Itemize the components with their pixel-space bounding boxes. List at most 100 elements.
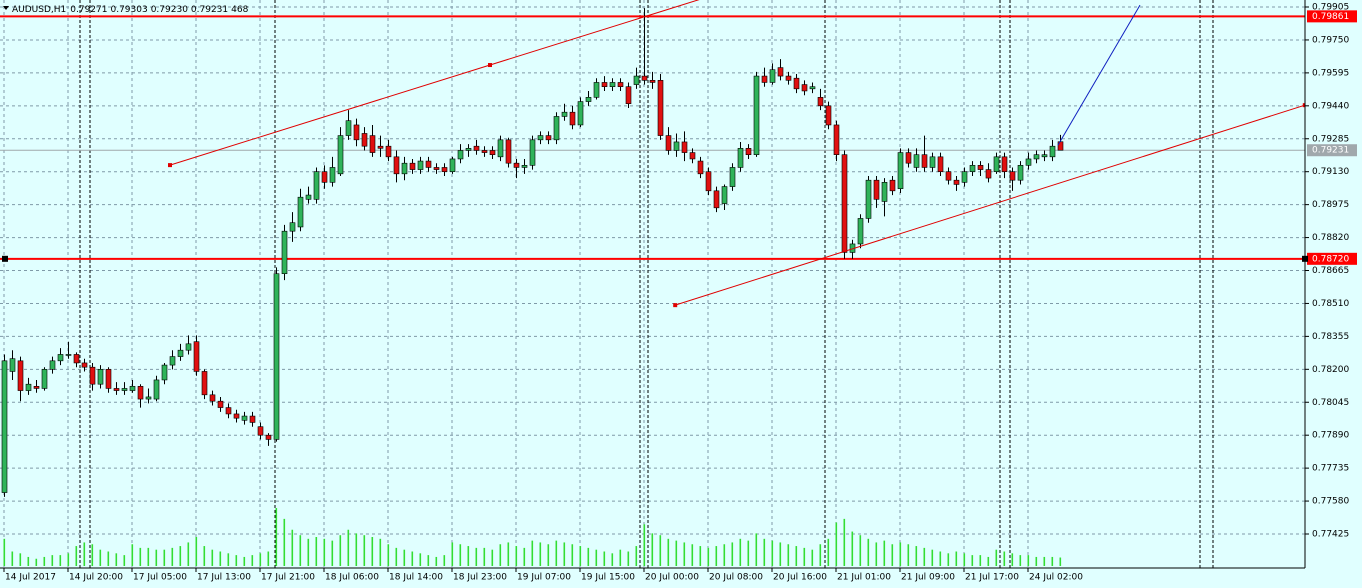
grid [0, 0, 1305, 568]
volume-bar [283, 518, 286, 566]
volume-bar [19, 553, 22, 566]
candle-body [265, 434, 272, 440]
candle-body [513, 162, 520, 168]
candle-body [353, 124, 360, 141]
header-value: 468 [231, 5, 248, 15]
candle-body [673, 141, 680, 151]
candle-body [1, 360, 8, 493]
header-value: 0.79303 [110, 5, 147, 15]
price-label-box [1307, 144, 1357, 157]
volume-bar [475, 547, 478, 566]
volume-bar [603, 551, 606, 566]
trendline-anchor [488, 63, 492, 68]
volume-bar [611, 553, 614, 566]
trendline [1057, 4, 1141, 146]
candle-body [817, 97, 824, 107]
candle-body [825, 105, 832, 126]
volume-bar [51, 555, 54, 566]
volume-bar [339, 535, 342, 566]
volume-bar [755, 533, 758, 566]
x-tick-label: 24 Jul 02:00 [1029, 573, 1083, 583]
candle-body [897, 152, 904, 189]
candle-body [449, 158, 456, 172]
volume-bar [715, 546, 718, 566]
volume-bar [259, 553, 262, 566]
volume-bar [227, 553, 230, 566]
volume-bar [219, 551, 222, 566]
y-tick-label: 0.77735 [1312, 464, 1349, 474]
x-tick-label: 17 Jul 05:00 [133, 573, 187, 583]
y-tick-label: 0.77580 [1312, 497, 1349, 507]
candle-body [913, 154, 920, 168]
price-label: 0.79861 [1312, 12, 1349, 22]
volume-bar [403, 549, 406, 566]
volume-bar [35, 558, 38, 566]
candle-body [57, 354, 64, 362]
volume-bar [731, 542, 734, 566]
y-tick-label: 0.77425 [1312, 530, 1349, 540]
candle-body [281, 230, 288, 274]
y-tick-label: 0.79750 [1312, 35, 1349, 45]
volume-bar [163, 549, 166, 566]
volume-bar [1035, 556, 1038, 566]
candle-body [185, 343, 192, 351]
volume-bar [515, 546, 518, 566]
level-handle [2, 255, 8, 262]
candle-body [593, 82, 600, 98]
candle-body [105, 369, 112, 389]
trendline-anchor [1302, 103, 1305, 108]
candle-body [465, 148, 472, 151]
candle-body [249, 415, 256, 423]
candle-body [161, 364, 168, 381]
candle-body [313, 171, 320, 200]
candle-body [193, 341, 200, 372]
x-tick-label: 18 Jul 23:00 [453, 573, 507, 583]
volume-bar [459, 544, 462, 566]
volume-bar [443, 555, 446, 566]
candle-body [873, 179, 880, 200]
price-label: 0.79231 [1312, 146, 1349, 156]
volume-bar [155, 549, 158, 566]
candle-body [217, 400, 224, 408]
candle-body [145, 396, 152, 400]
volume-bar [795, 546, 798, 566]
candle-body [9, 358, 16, 372]
volume-bar [187, 542, 190, 566]
candle-body [113, 388, 120, 391]
volume-bar [819, 544, 822, 566]
y-tick-label: 0.79285 [1312, 134, 1349, 144]
volume-bar [379, 538, 382, 566]
volume-bar [451, 542, 454, 566]
volume-bar [387, 544, 390, 566]
x-tick-label: 14 Jul 20:00 [69, 573, 123, 583]
y-tick-label: 0.77890 [1312, 431, 1349, 441]
candle-body [177, 349, 184, 357]
candle-body [1009, 171, 1016, 181]
candle-body [905, 152, 912, 164]
volume-bar [211, 549, 214, 566]
candle-body [985, 169, 992, 179]
candle-body [425, 160, 432, 168]
x-tick-label: 19 Jul 07:00 [517, 573, 571, 583]
candle-body [241, 415, 248, 421]
volume-bar [643, 524, 646, 566]
candle-body [713, 190, 720, 209]
candle-body [689, 152, 696, 160]
candle-body [921, 154, 928, 168]
volume-bar [787, 544, 790, 566]
candle-body [457, 150, 464, 160]
candle-body [25, 383, 32, 391]
volume-bar [43, 556, 46, 566]
candle-body [657, 80, 664, 136]
x-tick-label: 21 Jul 01:00 [837, 573, 891, 583]
candle-body [329, 167, 336, 183]
candle-body [545, 135, 552, 141]
volume-bar [747, 540, 750, 566]
candle-body [953, 179, 960, 185]
volume-bar [267, 551, 270, 566]
candle-body [737, 148, 744, 168]
candle-body [409, 162, 416, 170]
volume-bar [1043, 556, 1046, 566]
candle-body [705, 171, 712, 192]
